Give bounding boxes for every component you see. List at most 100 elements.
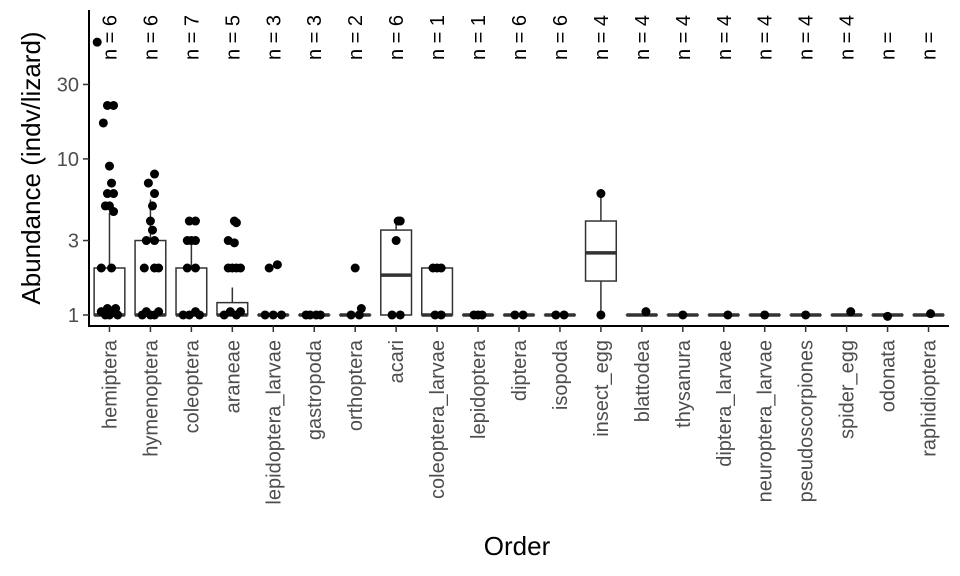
x-tick-label-blattodea: blattodea (632, 339, 654, 422)
data-point (723, 310, 733, 320)
data-point (846, 307, 856, 317)
data-point (350, 263, 360, 273)
data-point (195, 310, 205, 320)
data-point (641, 307, 651, 317)
n-label: n = 4 (673, 15, 695, 60)
n-label: n = 3 (304, 15, 326, 60)
data-point (141, 236, 151, 246)
data-point (190, 236, 200, 246)
data-point (98, 118, 108, 128)
data-point (395, 310, 405, 320)
x-tick-label-insect_egg: insect_egg (591, 340, 613, 437)
n-label: n = 6 (99, 15, 121, 60)
data-point (147, 201, 157, 211)
data-point (145, 216, 155, 226)
y-axis-title: Abundance (indv/lizard) (16, 31, 46, 304)
data-point (596, 189, 606, 199)
data-point (596, 310, 606, 320)
data-point (436, 263, 446, 273)
n-label: n = 7 (181, 15, 203, 60)
n-label: n = 4 (714, 15, 736, 60)
x-tick-label-diptera_larvae: diptera_larvae (714, 340, 736, 467)
x-tick-label-acari: acari (386, 340, 408, 383)
x-tick-label-lepidoptera_larvae: lepidoptera_larvae (263, 340, 285, 505)
data-point (229, 238, 239, 248)
data-point (143, 178, 153, 188)
x-tick-label-isopoda: isopoda (550, 339, 572, 410)
data-point (139, 263, 149, 273)
x-tick-label-diptera: diptera (509, 339, 531, 401)
data-point (264, 263, 274, 273)
data-point (154, 307, 164, 317)
x-tick-label-orthoptera: orthoptera (345, 339, 367, 431)
x-tick-label-neuroptera_larvae: neuroptera_larvae (755, 340, 777, 502)
data-point (559, 310, 569, 320)
data-point (268, 310, 278, 320)
n-label: n = (919, 32, 941, 60)
data-point (150, 236, 160, 246)
sample-size-labels: n = 6 n = 6 n = 7 n = 5 n = 3 n = 3 n = 2 n = 6… (99, 15, 940, 60)
data-point (100, 201, 110, 211)
n-label: n = 6 (386, 15, 408, 60)
x-tick-label-lepidoptera: lepidoptera (468, 339, 490, 439)
x-axis-title: Order (484, 531, 551, 561)
data-point (236, 307, 246, 317)
n-label: n = 1 (427, 15, 449, 60)
x-tick-label-coleoptera: coleoptera (181, 339, 203, 433)
y-axis-ticks: 1 3 10 30 (57, 74, 89, 327)
box-hymenoptera (134, 239, 167, 316)
data-point (926, 309, 936, 319)
data-point (760, 310, 770, 320)
plot-area (92, 37, 945, 321)
n-label: n = 3 (263, 15, 285, 60)
x-tick-label-gastropoda: gastropoda (304, 339, 326, 440)
data-point (231, 218, 241, 228)
x-tick-label-thysanura: thysanura (673, 339, 695, 428)
n-label: n = (878, 32, 900, 60)
n-label: n = 4 (755, 15, 777, 60)
data-point (109, 189, 119, 199)
x-tick-label-araneae: araneae (222, 340, 244, 413)
data-point (150, 169, 160, 179)
data-point (391, 236, 401, 246)
n-label: n = 2 (345, 15, 367, 60)
data-point (182, 236, 192, 246)
data-point (518, 310, 528, 320)
n-label: n = 4 (837, 15, 859, 60)
x-tick-label-hymenoptera: hymenoptera (140, 339, 162, 457)
data-point (801, 310, 811, 320)
n-label: n = 6 (550, 15, 572, 60)
data-point (107, 178, 117, 188)
data-point (356, 304, 366, 314)
n-label: n = 1 (468, 15, 490, 60)
x-tick-label-coleoptera_larvae: coleoptera_larvae (427, 340, 449, 499)
data-point (272, 260, 282, 270)
data-point (387, 310, 397, 320)
data-point (883, 311, 893, 321)
x-tick-label-hemiptera: hemiptera (99, 339, 121, 429)
data-point (315, 310, 325, 320)
n-label: n = 5 (222, 15, 244, 60)
data-point (111, 304, 121, 314)
data-point (551, 310, 561, 320)
data-point (260, 310, 270, 320)
data-point (104, 161, 114, 171)
data-point (510, 310, 520, 320)
y-tick-label: 30 (57, 74, 79, 96)
n-label: n = 4 (591, 15, 613, 60)
y-tick-label: 10 (57, 149, 79, 171)
box-insect_egg (584, 220, 618, 282)
data-point (154, 263, 164, 273)
data-point (150, 189, 160, 199)
data-point (147, 225, 157, 235)
data-point (276, 310, 286, 320)
x-tick-label-odonata: odonata (878, 339, 900, 412)
data-point (678, 310, 688, 320)
data-point (182, 263, 192, 273)
x-tick-label-pseudoscorpiones: pseudoscorpiones (796, 340, 818, 502)
data-point (92, 37, 102, 47)
data-point (96, 263, 106, 273)
n-label: n = 6 (509, 15, 531, 60)
x-tick-label-spider_egg: spider_egg (837, 340, 859, 439)
y-tick-label: 1 (68, 305, 79, 327)
